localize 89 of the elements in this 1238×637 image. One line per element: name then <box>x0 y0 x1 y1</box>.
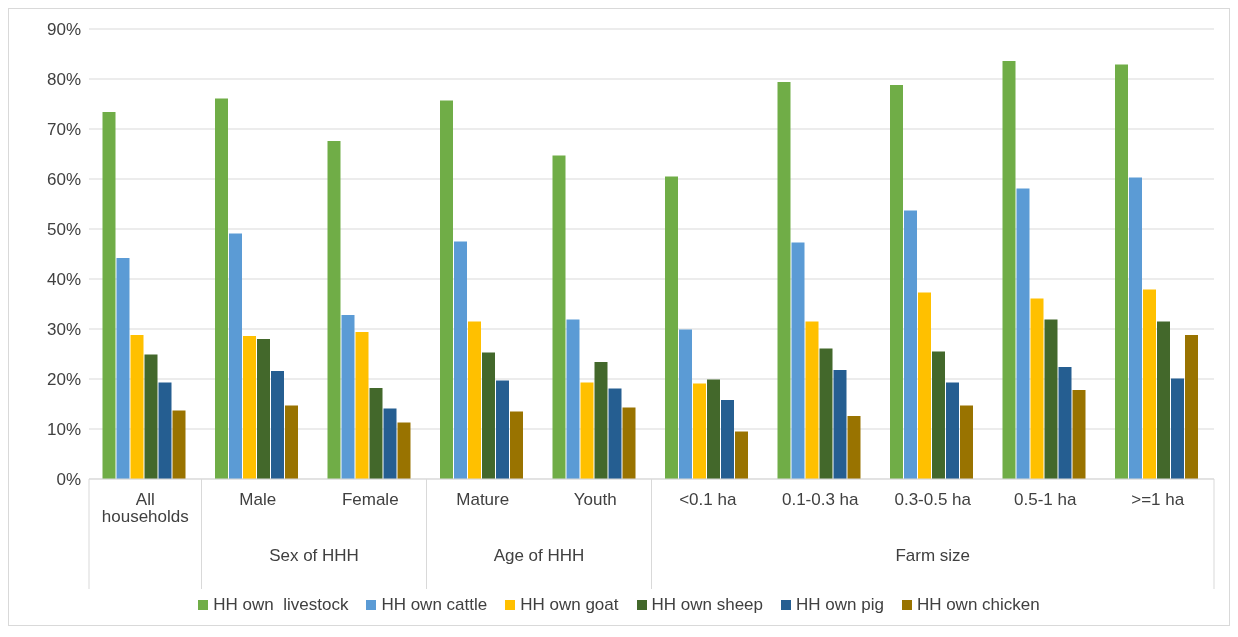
bar <box>805 321 819 479</box>
bar <box>693 383 706 479</box>
bar <box>496 380 509 479</box>
y-tick-label: 50% <box>46 220 81 240</box>
bar <box>735 431 748 479</box>
x-tick-label: 0.3-0.5 ha <box>894 490 972 510</box>
bar <box>271 371 284 479</box>
bar <box>355 332 369 479</box>
bar <box>791 242 805 479</box>
bar <box>1072 390 1086 479</box>
bar <box>665 176 678 479</box>
bar <box>285 405 298 479</box>
bar <box>918 292 931 479</box>
bar <box>890 85 903 479</box>
y-tick-label: 90% <box>46 20 81 40</box>
bar <box>580 382 594 479</box>
x-tick-label: Female <box>341 490 399 510</box>
bar <box>454 241 467 479</box>
bar <box>440 100 453 479</box>
y-tick-label: 20% <box>46 370 81 390</box>
bar <box>819 348 833 479</box>
bar <box>116 258 130 479</box>
y-tick-label: 60% <box>46 170 81 190</box>
bar <box>552 155 566 479</box>
text: Farm size <box>895 546 971 565</box>
bar <box>847 416 861 479</box>
bar <box>1171 378 1184 479</box>
bar <box>510 411 523 479</box>
bar <box>1157 321 1170 479</box>
y-tick-label: 80% <box>46 70 81 90</box>
bar <box>130 335 144 479</box>
bar <box>960 405 973 479</box>
legend-label: HH own chicken <box>915 595 1040 615</box>
bar <box>327 141 341 479</box>
bar <box>1002 61 1016 479</box>
bar <box>397 422 411 479</box>
x-tick-label: 0.1-0.3 ha <box>781 490 860 510</box>
bar <box>777 82 791 479</box>
bar <box>1044 319 1058 479</box>
text: Age of HHH <box>493 546 585 565</box>
bar <box>383 408 397 479</box>
bar <box>468 321 481 479</box>
bar <box>1115 64 1128 479</box>
bar <box>243 336 256 479</box>
bar <box>608 388 622 479</box>
bar <box>172 410 186 479</box>
bar <box>594 362 608 479</box>
bar <box>932 351 945 479</box>
x-tick-label: Youth <box>573 490 617 510</box>
bar <box>1016 188 1030 479</box>
y-tick-label: 30% <box>46 320 81 340</box>
legend-label: HH own cattle <box>380 595 488 615</box>
x-tick-label: >=1 ha <box>1131 490 1185 510</box>
bar <box>566 319 580 479</box>
legend-label: HH own pig <box>795 595 884 615</box>
legend-label: HH own goat <box>519 595 619 615</box>
x-tick-label: All households <box>101 490 189 527</box>
bar <box>102 112 116 479</box>
bar <box>158 382 172 479</box>
bar <box>341 315 355 479</box>
y-tick-label: 70% <box>46 120 81 140</box>
bar <box>1058 367 1072 479</box>
bar <box>622 407 636 479</box>
bar <box>482 352 495 479</box>
bar <box>1030 298 1044 479</box>
y-tick-label: 10% <box>46 420 81 440</box>
bar <box>257 339 270 479</box>
y-tick-label: 40% <box>46 270 81 290</box>
legend-label: HH own sheep <box>650 595 764 615</box>
bar <box>707 379 720 479</box>
bar <box>946 382 959 479</box>
bar <box>833 370 847 479</box>
bar <box>1143 289 1156 479</box>
bar <box>1129 177 1142 479</box>
x-tick-label: Male <box>239 490 277 510</box>
y-tick-label: 0% <box>56 470 81 490</box>
bar <box>679 329 692 479</box>
bar <box>229 233 242 479</box>
bar <box>904 210 917 479</box>
x-tick-label: Mature <box>456 490 510 510</box>
bar <box>369 388 383 479</box>
legend-label: HH own livestock <box>212 595 349 615</box>
bar <box>721 400 734 479</box>
bar <box>215 98 228 479</box>
x-tick-label: <0.1 ha <box>679 490 737 510</box>
x-tick-label: 0.5-1 ha <box>1014 490 1077 510</box>
bar <box>144 354 158 479</box>
bar <box>1185 335 1198 479</box>
text: Sex of HHH <box>269 546 359 565</box>
